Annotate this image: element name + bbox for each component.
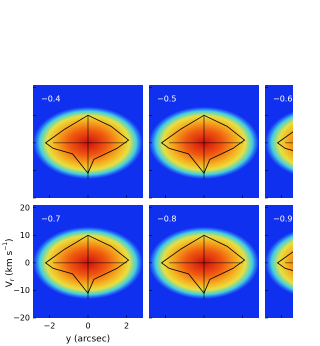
x-tick-label: −2 bbox=[44, 322, 56, 331]
panel bbox=[265, 205, 293, 318]
panel-label: −0.4 bbox=[41, 95, 60, 104]
y-tick-label: 10 bbox=[20, 231, 30, 240]
y-label-part: (km s bbox=[5, 250, 15, 278]
contour bbox=[160, 114, 246, 174]
x-tick-label: 2 bbox=[124, 322, 129, 331]
panel-label: −0.8 bbox=[157, 215, 176, 224]
y-label-part: −1 bbox=[2, 242, 9, 251]
y-label-part: ) bbox=[5, 238, 15, 242]
panel-label: −0.9 bbox=[273, 215, 292, 224]
panel bbox=[149, 85, 259, 198]
panel-label: −0.5 bbox=[157, 95, 176, 104]
y-tick-label: 20 bbox=[20, 203, 30, 212]
y-label-part: r bbox=[9, 278, 16, 281]
emission bbox=[265, 231, 293, 295]
emission bbox=[265, 111, 293, 175]
contour bbox=[44, 114, 130, 174]
contour bbox=[160, 234, 246, 294]
y-tick-label: −20 bbox=[13, 314, 30, 323]
panel bbox=[149, 205, 259, 318]
x-tick-label: 0 bbox=[85, 322, 90, 331]
panel bbox=[33, 85, 143, 198]
x-axis-label: y (arcsec) bbox=[66, 335, 110, 345]
panel-label: −0.7 bbox=[41, 215, 60, 224]
y-tick-label: 0 bbox=[25, 258, 30, 267]
panel-label: −0.6 bbox=[273, 95, 292, 104]
panel bbox=[265, 85, 293, 198]
contour bbox=[44, 234, 130, 294]
y-tick-label: −10 bbox=[13, 286, 30, 295]
y-label-part: V bbox=[5, 280, 15, 287]
y-axis-label: Vr (km s−1) bbox=[2, 238, 16, 287]
panel bbox=[33, 205, 143, 318]
